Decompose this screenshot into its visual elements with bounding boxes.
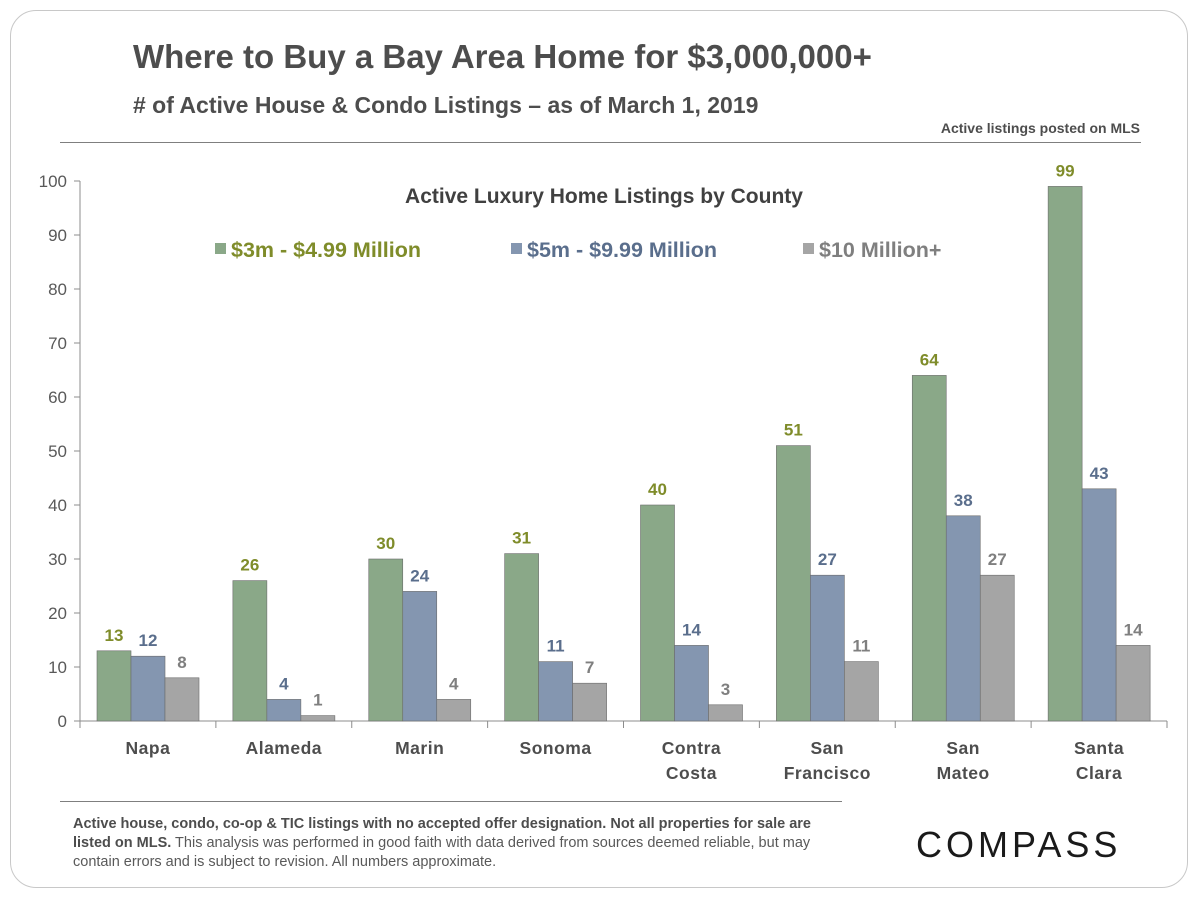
bar-1	[232, 580, 268, 722]
bar-1	[96, 650, 132, 722]
bar-2	[402, 591, 438, 722]
bar-1	[776, 445, 811, 722]
y-tick-label: 100	[39, 172, 67, 191]
data-label-2: 24	[410, 566, 429, 585]
data-label-1: 31	[512, 529, 531, 548]
y-tick-label: 60	[48, 388, 67, 407]
footnote-regular: This analysis was performed in good fait…	[73, 835, 811, 870]
bar-3	[979, 574, 1015, 722]
category-label: Napa	[126, 738, 171, 758]
bar-2	[130, 655, 166, 722]
y-tick-label: 90	[48, 226, 67, 245]
bar-3	[300, 715, 336, 722]
category-label: Sonoma	[520, 738, 592, 758]
bar-2	[945, 515, 981, 722]
data-label-2: 12	[139, 631, 158, 650]
bar-3	[1115, 645, 1151, 722]
legend-label-1: $3m - $4.99 Million	[231, 238, 421, 262]
legend-swatch-2	[511, 243, 522, 254]
page-title: Where to Buy a Bay Area Home for $3,000,…	[133, 38, 872, 75]
legend-swatch-3	[803, 243, 814, 254]
category-label: Clara	[1076, 763, 1122, 783]
y-tick-label: 50	[48, 442, 67, 461]
data-label-1: 51	[784, 421, 803, 440]
bar-2	[810, 574, 845, 722]
data-label-3: 3	[721, 680, 730, 699]
category-label: San	[811, 738, 845, 758]
category-label: Francisco	[784, 763, 871, 783]
y-tick-label: 0	[58, 712, 67, 731]
data-label-3: 7	[585, 658, 594, 677]
compass-logo: COMPASS	[916, 824, 1122, 865]
category-label: Alameda	[246, 738, 322, 758]
data-label-1: 26	[240, 556, 259, 575]
bar-3	[436, 699, 472, 722]
bar-1	[504, 553, 539, 722]
data-label-1: 13	[105, 626, 124, 645]
legend-label-3: $10 Million+	[819, 238, 941, 262]
bar-2	[266, 699, 302, 722]
footnote-bold: Active house, condo, co-op & TIC listing…	[73, 816, 811, 851]
bar-1	[1047, 186, 1083, 722]
data-label-2: 27	[818, 550, 837, 569]
bar-1	[368, 558, 404, 722]
data-label-3: 11	[852, 637, 870, 656]
category-label: Contra	[662, 738, 721, 758]
chart-title: Active Luxury Home Listings by County	[405, 185, 803, 208]
category-label: Costa	[666, 763, 717, 783]
bar-2	[1081, 488, 1117, 722]
bar-1	[911, 375, 947, 722]
y-tick-label: 10	[48, 658, 67, 677]
data-label-3: 4	[449, 674, 459, 693]
data-label-1: 30	[376, 534, 395, 553]
bar-2	[674, 645, 709, 722]
slide-frame	[10, 10, 1188, 888]
footnote: Active house, condo, co-op & TIC listing…	[73, 815, 843, 872]
data-label-3: 14	[1124, 620, 1143, 639]
category-label: San	[946, 738, 980, 758]
data-label-3: 27	[988, 550, 1007, 569]
data-label-1: 99	[1056, 161, 1075, 180]
y-tick-label: 20	[48, 604, 67, 623]
data-label-1: 40	[648, 480, 667, 499]
top-divider	[60, 142, 1141, 143]
data-label-2: 43	[1090, 464, 1109, 483]
y-tick-label: 40	[48, 496, 67, 515]
bar-1	[640, 504, 675, 722]
data-label-3: 1	[313, 691, 322, 710]
category-label: Santa	[1074, 738, 1124, 758]
page-subtitle: # of Active House & Condo Listings – as …	[133, 92, 759, 118]
data-label-1: 64	[920, 350, 939, 369]
bar-3	[708, 704, 743, 722]
bottom-divider	[60, 801, 842, 802]
category-label: Mateo	[937, 763, 990, 783]
category-label: Marin	[395, 738, 444, 758]
y-tick-label: 30	[48, 550, 67, 569]
source-note: Active listings posted on MLS	[940, 120, 1140, 136]
data-label-3: 8	[177, 653, 186, 672]
y-tick-label: 80	[48, 280, 67, 299]
legend-swatch-1	[215, 243, 226, 254]
bar-3	[844, 661, 879, 722]
data-label-2: 11	[547, 637, 565, 656]
bar-3	[164, 677, 200, 722]
data-label-2: 14	[682, 620, 701, 639]
bar-3	[572, 682, 607, 722]
data-label-2: 38	[954, 491, 973, 510]
y-tick-label: 70	[48, 334, 67, 353]
bar-2	[538, 661, 573, 722]
data-label-2: 4	[279, 674, 289, 693]
legend-label-2: $5m - $9.99 Million	[527, 238, 717, 262]
